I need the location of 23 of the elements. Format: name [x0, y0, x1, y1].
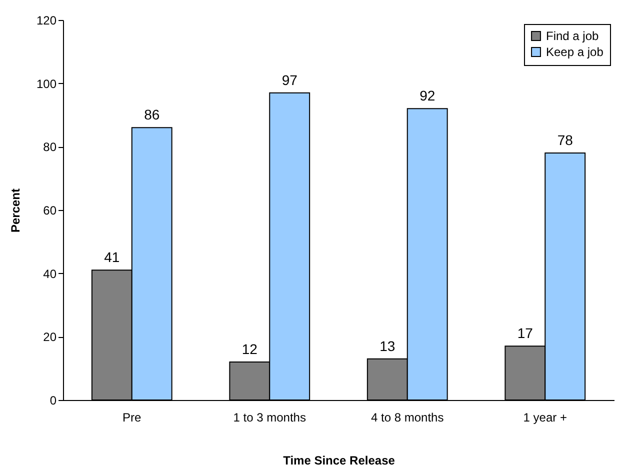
- y-tick-label: 60: [43, 204, 57, 218]
- y-tick-label: 0: [50, 394, 57, 408]
- data-label: 78: [557, 132, 574, 148]
- x-axis-title: Time Since Release: [283, 454, 396, 468]
- x-tick-label: 1 year +: [523, 410, 567, 424]
- x-tick-label: 4 to 8 months: [371, 410, 444, 424]
- data-label: 92: [420, 88, 436, 104]
- y-axis-title: Percent: [8, 188, 22, 233]
- y-tick-label: 40: [43, 266, 57, 281]
- data-label: 86: [144, 106, 160, 123]
- data-label: 12: [242, 341, 258, 357]
- data-label: 41: [104, 249, 120, 266]
- data-label: 13: [380, 338, 396, 354]
- legend-label: Find a job: [546, 29, 600, 43]
- y-tick-label: 100: [36, 76, 57, 91]
- y-tick-label: 20: [43, 330, 57, 344]
- y-tick-label: 120: [36, 14, 57, 28]
- y-tick-label: 80: [43, 140, 57, 154]
- legend-label: Keep a job: [546, 45, 604, 59]
- x-tick-label: Pre: [122, 410, 142, 424]
- data-label: 97: [282, 72, 298, 88]
- data-label: 17: [517, 325, 534, 342]
- x-tick-label: 1 to 3 months: [233, 410, 306, 424]
